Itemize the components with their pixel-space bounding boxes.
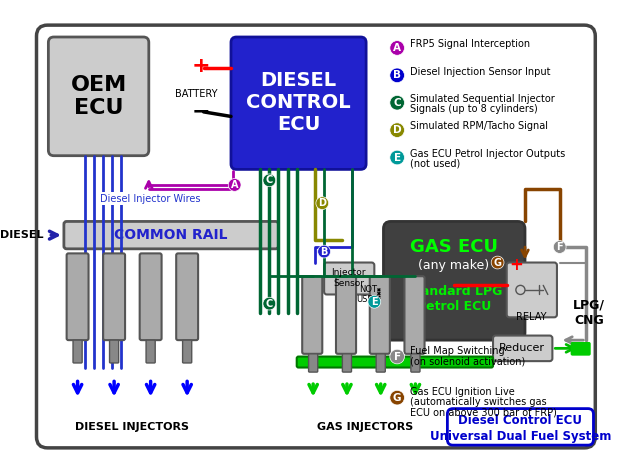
Text: (on solenoid activation): (on solenoid activation) bbox=[410, 356, 525, 366]
Text: G: G bbox=[494, 257, 501, 268]
Circle shape bbox=[316, 197, 328, 210]
Text: F: F bbox=[394, 351, 401, 361]
FancyBboxPatch shape bbox=[324, 263, 374, 295]
FancyBboxPatch shape bbox=[507, 263, 557, 317]
Circle shape bbox=[390, 123, 404, 138]
Text: (any make): (any make) bbox=[418, 259, 490, 272]
FancyBboxPatch shape bbox=[146, 340, 156, 363]
FancyArrowPatch shape bbox=[99, 279, 103, 301]
Text: Fuel Map Switching: Fuel Map Switching bbox=[410, 346, 504, 356]
FancyBboxPatch shape bbox=[376, 354, 385, 372]
Text: DIESEL
CONTROL
ECU: DIESEL CONTROL ECU bbox=[246, 71, 351, 134]
FancyBboxPatch shape bbox=[231, 37, 366, 169]
FancyBboxPatch shape bbox=[64, 221, 279, 249]
Text: OEM
ECU: OEM ECU bbox=[70, 75, 127, 118]
FancyArrowPatch shape bbox=[161, 279, 165, 301]
FancyBboxPatch shape bbox=[404, 276, 425, 354]
FancyBboxPatch shape bbox=[342, 354, 351, 372]
Text: C: C bbox=[266, 298, 273, 308]
Text: COMMON RAIL: COMMON RAIL bbox=[114, 228, 228, 242]
FancyBboxPatch shape bbox=[447, 409, 593, 445]
FancyArrowPatch shape bbox=[575, 344, 583, 352]
Text: DIESEL INJECTORS: DIESEL INJECTORS bbox=[75, 422, 189, 432]
Circle shape bbox=[263, 297, 276, 310]
Text: Simulated RPM/Tacho Signal: Simulated RPM/Tacho Signal bbox=[410, 122, 548, 131]
FancyArrowPatch shape bbox=[136, 279, 140, 301]
Text: Standard LPG
Petrol ECU: Standard LPG Petrol ECU bbox=[406, 285, 502, 313]
FancyBboxPatch shape bbox=[103, 254, 125, 340]
Text: Reducer: Reducer bbox=[499, 343, 545, 353]
Circle shape bbox=[318, 245, 330, 258]
Text: Universal Dual Fuel System: Universal Dual Fuel System bbox=[430, 429, 611, 443]
Text: Injector
Sensor: Injector Sensor bbox=[332, 268, 366, 288]
Text: Signals (up to 8 cylinders): Signals (up to 8 cylinders) bbox=[410, 104, 537, 114]
FancyBboxPatch shape bbox=[302, 276, 322, 354]
FancyBboxPatch shape bbox=[570, 342, 591, 356]
FancyBboxPatch shape bbox=[176, 254, 198, 340]
Text: F: F bbox=[556, 242, 563, 252]
Circle shape bbox=[390, 96, 404, 110]
FancyArrowPatch shape bbox=[198, 279, 202, 301]
Circle shape bbox=[263, 174, 276, 187]
Text: G: G bbox=[393, 393, 401, 403]
Circle shape bbox=[390, 41, 404, 55]
FancyBboxPatch shape bbox=[183, 340, 192, 363]
Text: BATTERY: BATTERY bbox=[175, 88, 218, 98]
Circle shape bbox=[368, 296, 381, 308]
FancyBboxPatch shape bbox=[140, 254, 162, 340]
Text: Simulated Sequential Injector: Simulated Sequential Injector bbox=[410, 94, 555, 104]
FancyBboxPatch shape bbox=[297, 357, 493, 368]
Text: (not used): (not used) bbox=[410, 159, 460, 169]
FancyArrowPatch shape bbox=[63, 279, 67, 301]
Circle shape bbox=[554, 241, 566, 254]
Text: FRP5 Signal Interception: FRP5 Signal Interception bbox=[410, 39, 530, 49]
Circle shape bbox=[390, 150, 404, 165]
FancyArrowPatch shape bbox=[124, 279, 129, 301]
FancyBboxPatch shape bbox=[411, 354, 420, 372]
FancyBboxPatch shape bbox=[109, 340, 119, 363]
Text: Diesel Control ECU: Diesel Control ECU bbox=[458, 414, 582, 427]
FancyBboxPatch shape bbox=[309, 354, 318, 372]
Text: E: E bbox=[394, 152, 401, 163]
Circle shape bbox=[491, 256, 504, 269]
Text: B: B bbox=[393, 70, 401, 80]
Text: +: + bbox=[192, 56, 210, 76]
FancyBboxPatch shape bbox=[336, 276, 356, 354]
Text: +: + bbox=[509, 256, 523, 274]
FancyBboxPatch shape bbox=[37, 25, 595, 448]
Text: A: A bbox=[393, 43, 401, 53]
Text: D: D bbox=[318, 198, 327, 208]
Text: RELAY: RELAY bbox=[516, 312, 547, 322]
Text: C: C bbox=[266, 175, 273, 185]
FancyBboxPatch shape bbox=[67, 254, 88, 340]
Text: Gas ECU Ignition Live: Gas ECU Ignition Live bbox=[410, 387, 514, 397]
Text: ECU on above 300 bar of FRP): ECU on above 300 bar of FRP) bbox=[410, 407, 557, 417]
Text: A: A bbox=[231, 180, 238, 190]
Text: Gas ECU Petrol Injector Outputs: Gas ECU Petrol Injector Outputs bbox=[410, 149, 565, 159]
Text: E: E bbox=[371, 297, 378, 307]
FancyBboxPatch shape bbox=[369, 276, 390, 354]
Text: DIESEL: DIESEL bbox=[0, 230, 44, 240]
Text: LPG/
CNG: LPG/ CNG bbox=[573, 299, 605, 327]
Text: −: − bbox=[192, 102, 210, 122]
FancyBboxPatch shape bbox=[383, 221, 525, 340]
Circle shape bbox=[390, 390, 404, 405]
Circle shape bbox=[390, 349, 404, 364]
Text: B: B bbox=[320, 246, 328, 256]
Text: Diesel Injector Wires: Diesel Injector Wires bbox=[100, 193, 201, 203]
Text: GAS ECU: GAS ECU bbox=[410, 238, 498, 256]
Circle shape bbox=[228, 178, 241, 191]
Text: Diesel Injection Sensor Input: Diesel Injection Sensor Input bbox=[410, 67, 550, 77]
Text: C: C bbox=[393, 98, 401, 108]
FancyBboxPatch shape bbox=[493, 335, 552, 361]
FancyArrowPatch shape bbox=[172, 279, 177, 301]
Text: D: D bbox=[393, 125, 401, 135]
Text: GAS INJECTORS: GAS INJECTORS bbox=[317, 422, 414, 432]
Text: (automatically switches gas: (automatically switches gas bbox=[410, 397, 547, 407]
FancyBboxPatch shape bbox=[49, 37, 149, 156]
Circle shape bbox=[390, 68, 404, 83]
FancyBboxPatch shape bbox=[73, 340, 82, 363]
FancyArrowPatch shape bbox=[88, 279, 93, 301]
Text: NOT
USED: NOT USED bbox=[356, 285, 379, 304]
